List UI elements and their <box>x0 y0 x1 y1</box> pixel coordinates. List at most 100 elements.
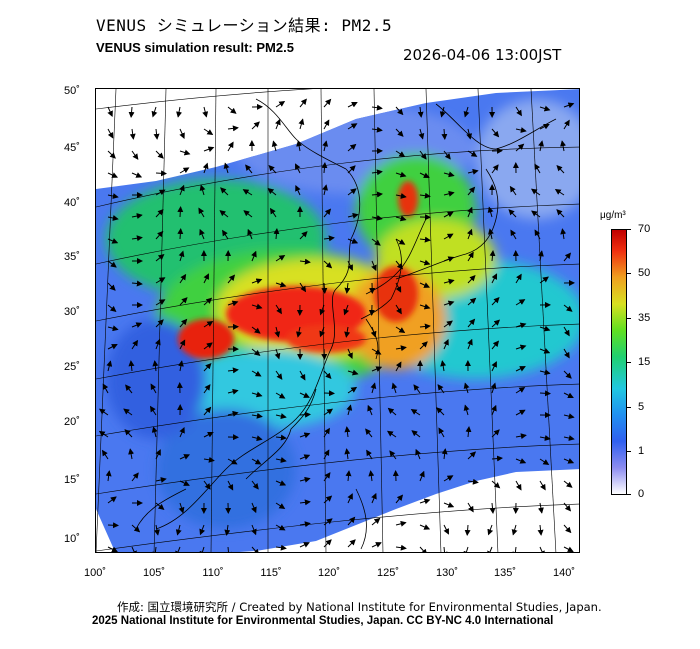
wind-arrow <box>539 390 551 397</box>
wind-arrow <box>463 404 470 416</box>
wind-arrow <box>560 140 566 152</box>
wind-arrow <box>323 370 332 380</box>
wind-arrow <box>491 480 501 489</box>
wind-arrow <box>563 502 572 512</box>
pm25-map <box>95 88 580 553</box>
wind-arrow <box>539 348 551 354</box>
wind-arrow <box>515 480 522 491</box>
wind-arrow <box>443 233 454 240</box>
wind-arrow <box>440 360 447 372</box>
wind-arrow <box>323 472 331 482</box>
wind-arrow <box>273 228 280 240</box>
wind-arrow <box>487 206 494 218</box>
wind-arrow <box>131 150 139 160</box>
colorbar <box>611 229 627 495</box>
colorbar-label: 70 <box>638 223 651 235</box>
wind-arrow <box>371 126 383 133</box>
wind-arrow <box>179 454 191 460</box>
wind-arrow <box>268 164 277 174</box>
wind-arrow <box>539 435 551 441</box>
wind-arrow <box>371 238 381 246</box>
wind-arrow <box>131 546 137 552</box>
lat-label: 20˚ <box>64 416 80 428</box>
colorbar-tick <box>627 273 631 274</box>
wind-arrow <box>299 476 311 483</box>
wind-arrow <box>203 384 211 394</box>
wind-arrow <box>105 470 112 482</box>
wind-arrow <box>227 480 234 491</box>
wind-arrow <box>224 524 231 536</box>
wind-arrow <box>155 449 161 460</box>
wind-arrow <box>107 215 119 221</box>
wind-arrow <box>509 185 517 196</box>
wind-arrow <box>467 150 478 157</box>
wind-arrow <box>563 326 570 337</box>
wind-arrow <box>491 319 501 328</box>
wind-arrow <box>515 387 526 394</box>
wind-arrow <box>98 408 109 416</box>
wind-arrow <box>154 524 160 536</box>
wind-arrow <box>322 184 329 196</box>
wind-arrow <box>219 210 229 218</box>
wind-arrow <box>107 325 119 332</box>
wind-arrow <box>539 480 546 491</box>
wind-arrow <box>347 143 357 152</box>
wind-arrow <box>131 235 143 242</box>
wind-arrow <box>539 369 551 376</box>
wind-arrow <box>299 542 310 548</box>
wind-arrow <box>275 480 287 486</box>
wind-arrow <box>203 146 215 153</box>
wind-arrow <box>107 128 114 139</box>
wind-arrow <box>299 98 307 108</box>
wind-arrow <box>537 250 544 262</box>
wind-arrow <box>275 457 287 463</box>
wind-arrow <box>537 524 544 536</box>
wind-vectors <box>98 98 575 552</box>
wind-arrow <box>366 449 373 460</box>
wind-arrow <box>131 172 143 178</box>
wind-arrow <box>467 502 474 513</box>
wind-arrow <box>175 524 182 536</box>
wind-arrow <box>251 412 263 419</box>
wind-arrow <box>515 299 526 306</box>
wind-arrow <box>275 281 287 288</box>
wind-arrow <box>178 250 185 262</box>
wind-arrow <box>563 348 570 359</box>
wind-arrow <box>251 502 257 514</box>
wind-arrow <box>323 119 330 130</box>
wind-arrow <box>323 208 332 218</box>
wind-arrow <box>128 360 135 372</box>
wind-arrow <box>131 280 143 287</box>
colorbar-tick <box>627 318 631 319</box>
lat-label: 50˚ <box>64 85 80 97</box>
wind-arrow <box>510 229 517 240</box>
wind-arrow <box>251 370 262 377</box>
wind-arrow <box>515 366 526 372</box>
wind-arrow <box>487 524 494 536</box>
wind-arrow <box>443 320 453 328</box>
wind-arrow <box>491 340 500 350</box>
lon-label: 105˚ <box>142 567 166 579</box>
wind-arrow <box>245 164 253 174</box>
wind-arrow <box>563 252 572 262</box>
wind-arrow <box>242 189 253 196</box>
wind-arrow <box>323 518 333 526</box>
wind-arrow <box>275 434 287 441</box>
wind-arrow <box>464 524 471 536</box>
wind-arrow <box>107 522 119 529</box>
wind-arrow <box>107 238 119 244</box>
wind-arrow <box>491 455 503 462</box>
wind-arrow <box>321 282 328 294</box>
wind-arrow <box>346 404 353 416</box>
wind-arrow <box>271 140 278 152</box>
wind-arrow <box>275 544 287 551</box>
wind-arrow <box>463 546 470 552</box>
wind-arrow <box>347 123 358 130</box>
wind-arrow <box>155 477 167 483</box>
wind-arrow <box>251 458 262 465</box>
wind-arrow <box>491 164 499 174</box>
wind-arrow <box>179 318 188 328</box>
wind-arrow <box>251 250 257 262</box>
wind-arrow <box>563 304 573 312</box>
wind-arrow <box>515 127 527 133</box>
